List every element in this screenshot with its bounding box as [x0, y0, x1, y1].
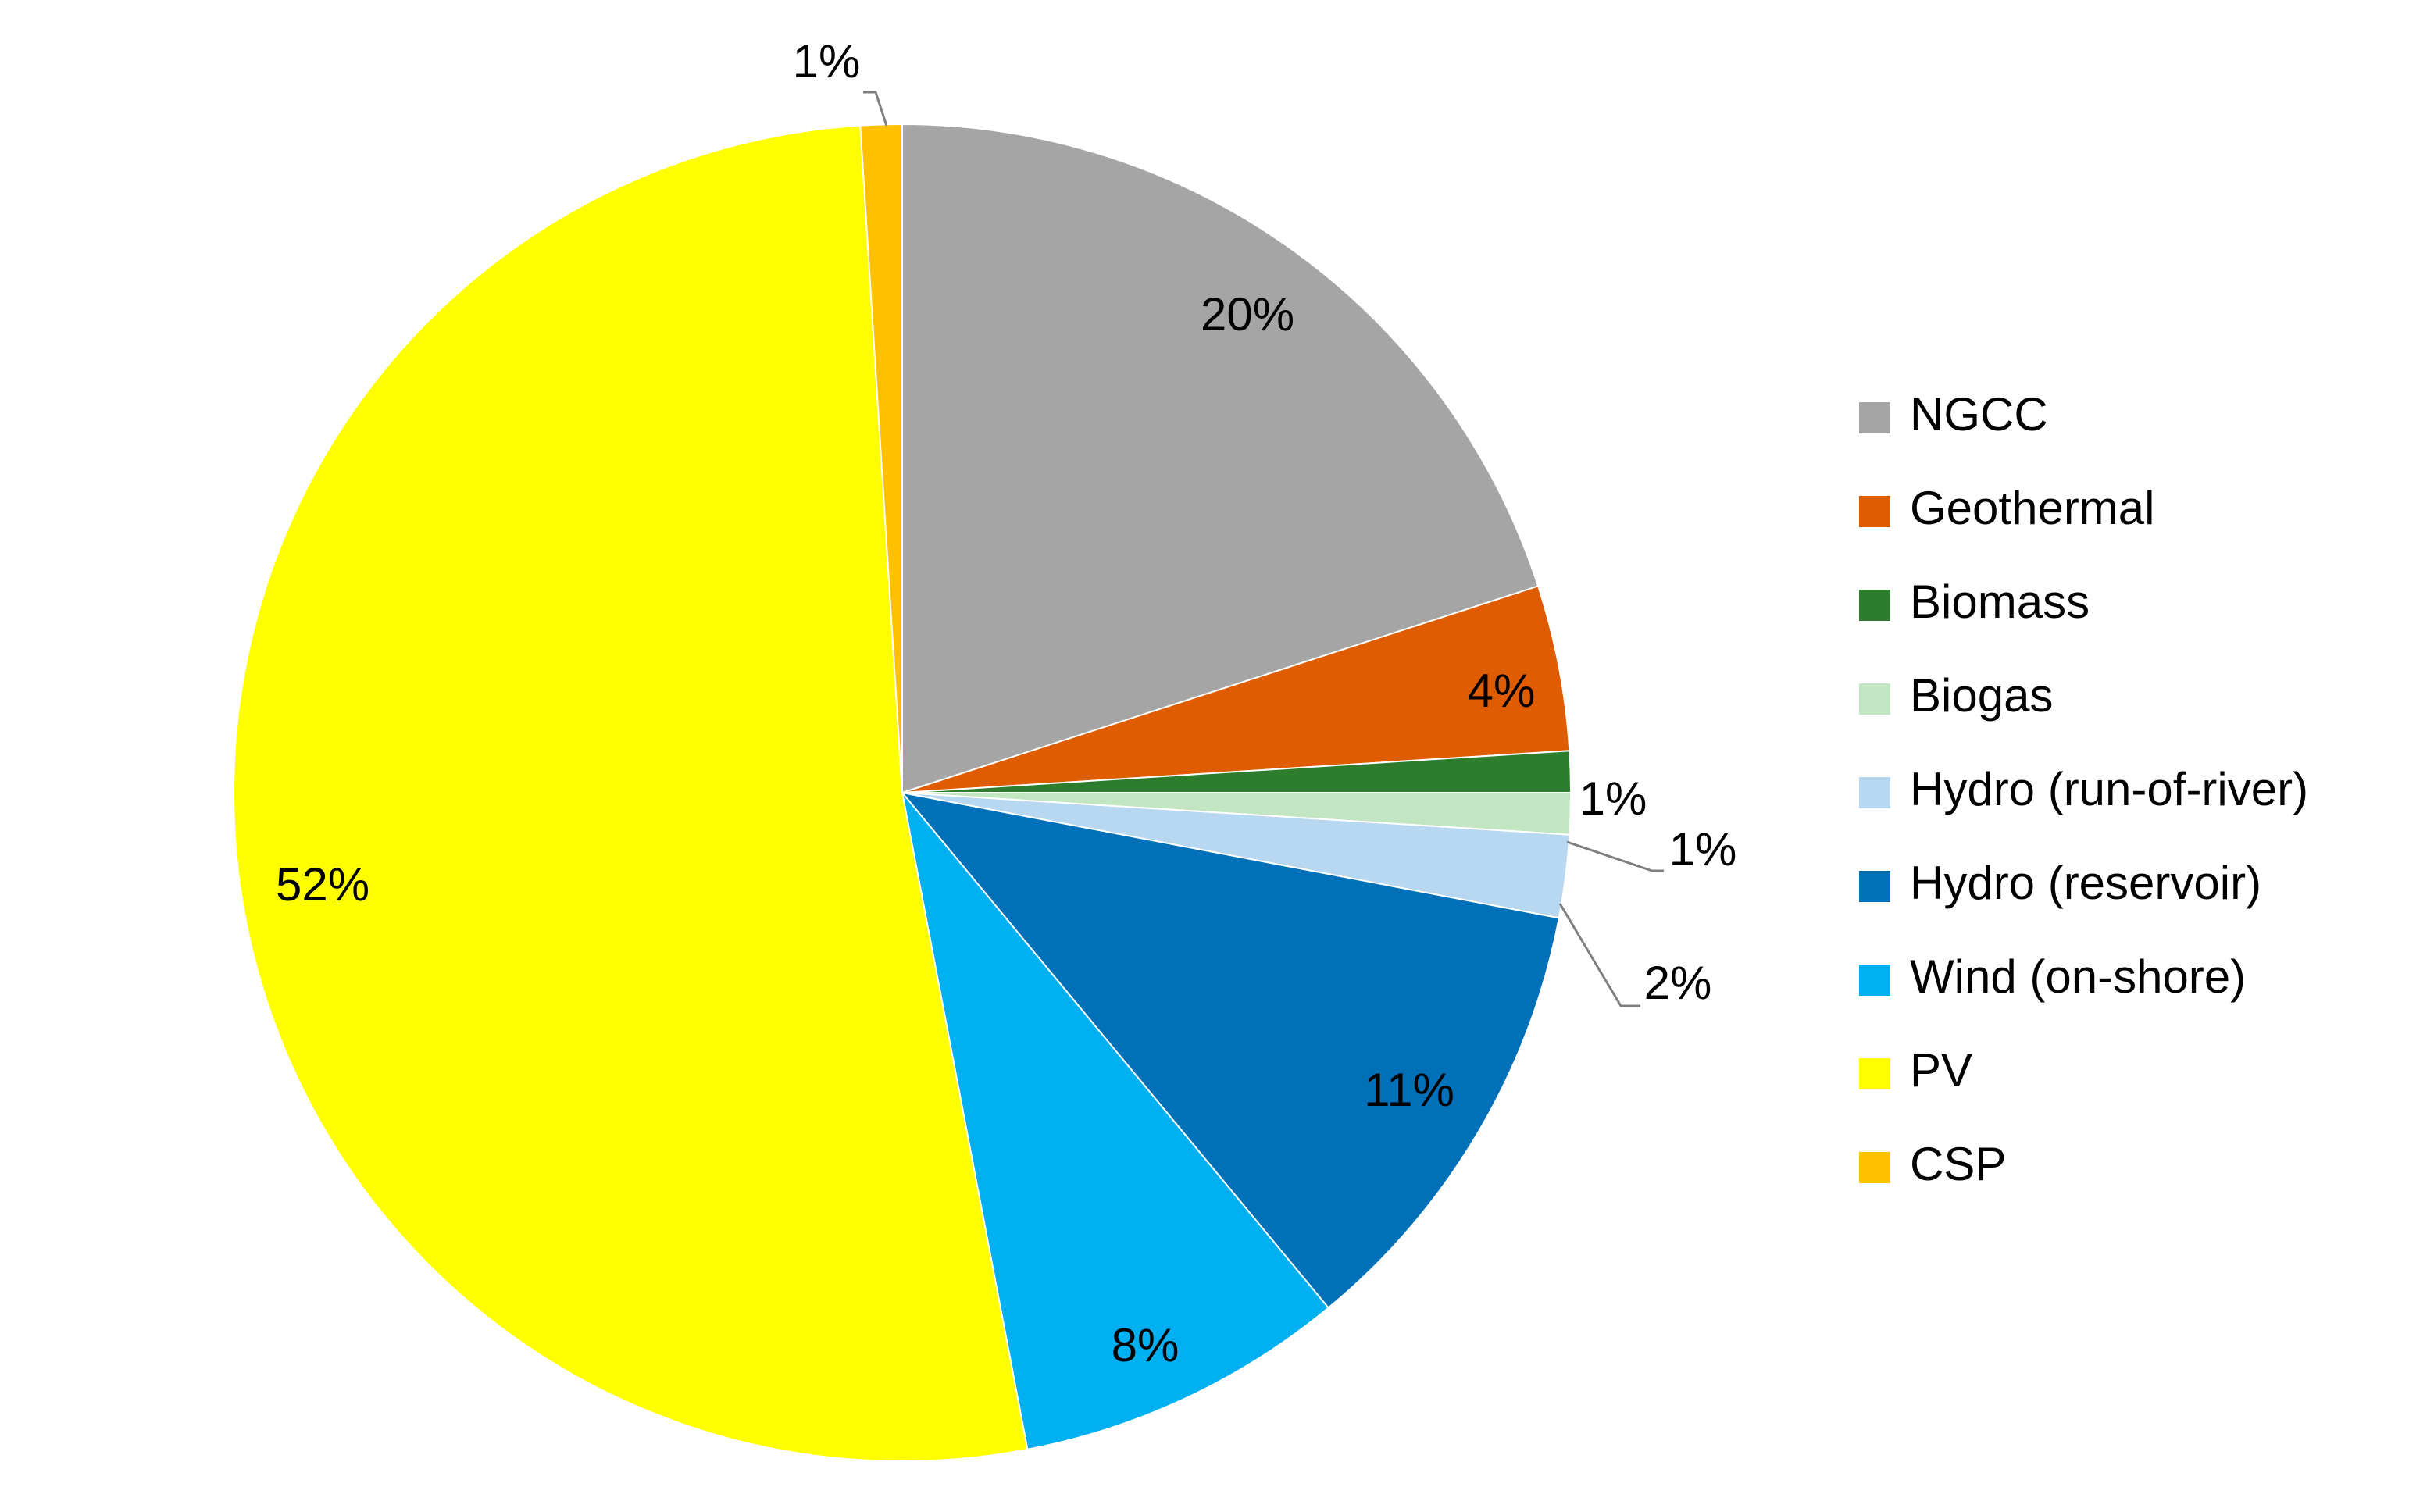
leader-line: [1558, 903, 1640, 1007]
legend-swatch: [1859, 402, 1890, 433]
legend-label: NGCC: [1910, 388, 2048, 440]
data-label: 1%: [793, 35, 861, 87]
pie-slice: [900, 791, 1561, 1309]
leader-line: [863, 91, 888, 127]
data-label: 20%: [1201, 288, 1294, 341]
data-label: 11%: [1364, 1064, 1454, 1116]
data-label: 1%: [1579, 772, 1647, 825]
pie-slice: [901, 585, 1571, 793]
pie-slice: [901, 792, 1330, 1451]
leader-line: [1566, 840, 1664, 872]
data-label: 8%: [1112, 1319, 1180, 1371]
legend-swatch: [1859, 871, 1890, 902]
legend-label: PV: [1910, 1044, 1972, 1097]
data-label: 1%: [1669, 823, 1737, 875]
pie-slice: [233, 124, 1029, 1462]
legend-label: CSP: [1910, 1138, 2006, 1190]
legend-swatch: [1859, 777, 1890, 808]
data-label: 4%: [1468, 665, 1536, 717]
pie-slice: [859, 123, 903, 793]
data-label: 52%: [276, 858, 369, 911]
legend-swatch: [1859, 590, 1890, 621]
legend-label: Geothermal: [1910, 482, 2154, 534]
legend-label: Hydro (reservoir): [1910, 857, 2261, 909]
legend-swatch: [1859, 965, 1890, 996]
pie-slice: [901, 123, 1540, 794]
legend-label: Hydro (run-of-river): [1910, 763, 2308, 815]
data-label: 2%: [1644, 957, 1712, 1009]
legend-label: Wind (on-shore): [1910, 950, 2246, 1003]
legend-label: Biomass: [1910, 576, 2090, 628]
legend-swatch: [1859, 1152, 1890, 1183]
legend-swatch: [1859, 683, 1890, 715]
legend-swatch: [1859, 1058, 1890, 1089]
legend-swatch: [1859, 496, 1890, 527]
legend-label: Biogas: [1910, 669, 2053, 722]
